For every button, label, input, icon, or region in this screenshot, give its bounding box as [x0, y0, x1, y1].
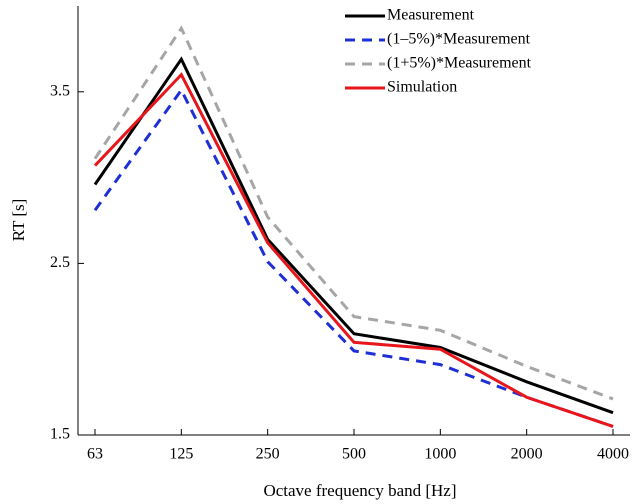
- y-tick-label: 1.5: [50, 426, 70, 443]
- x-tick-label: 4000: [597, 446, 629, 463]
- series-line: [93, 87, 614, 428]
- x-tick-label: 63: [87, 446, 103, 463]
- legend-label: (1+5%)*Measurement: [387, 55, 532, 72]
- y-tick-label: 2.5: [50, 254, 70, 271]
- x-axis-label: Octave frequency band [Hz]: [263, 481, 456, 500]
- x-tick-label: 250: [256, 446, 280, 463]
- legend-label: Measurement: [387, 7, 475, 24]
- y-tick-label: 3.5: [50, 82, 70, 99]
- legend-label: Simulation: [387, 79, 457, 96]
- y-axis-label: RT [s]: [9, 199, 28, 242]
- series-line: [93, 72, 614, 428]
- series-line: [93, 25, 614, 401]
- series-line: [93, 56, 614, 415]
- x-tick-label: 125: [169, 446, 193, 463]
- legend-label: (1–5%)*Measurement: [387, 31, 531, 48]
- x-tick-label: 2000: [511, 446, 543, 463]
- x-tick-label: 1000: [424, 446, 456, 463]
- x-tick-label: 500: [342, 446, 366, 463]
